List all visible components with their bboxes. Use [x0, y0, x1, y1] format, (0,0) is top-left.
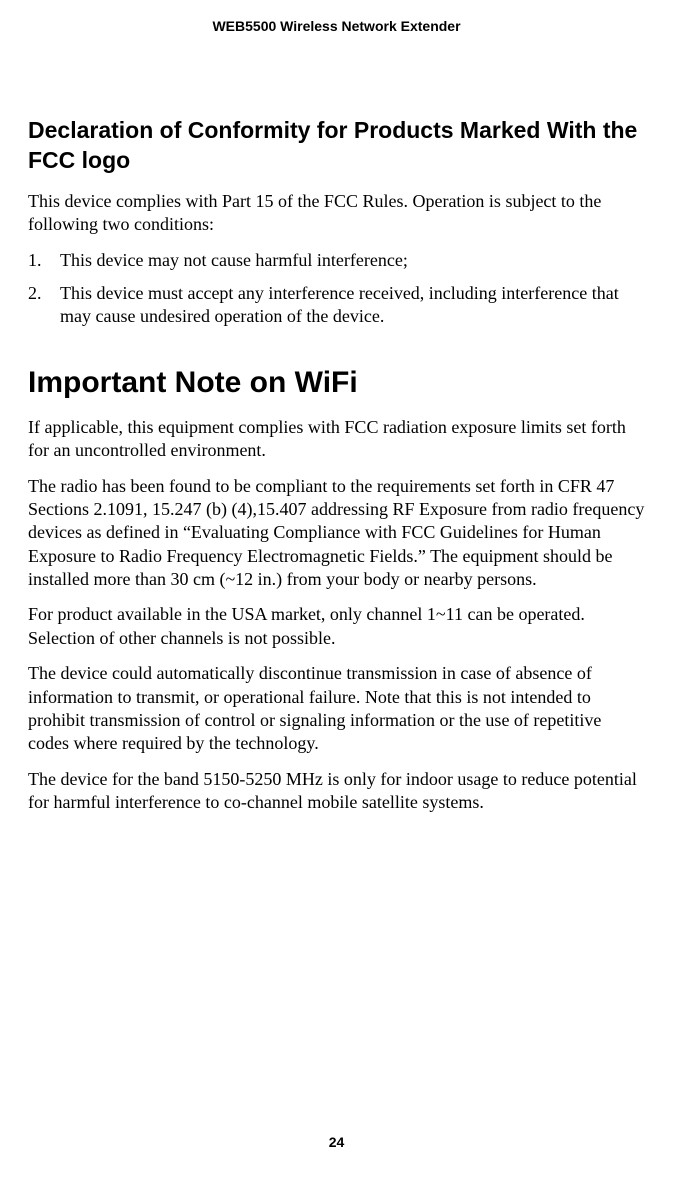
header-title: WEB5500 Wireless Network Extender	[212, 18, 460, 34]
section1-intro: This device complies with Part 15 of the…	[28, 190, 645, 237]
page-header: WEB5500 Wireless Network Extender	[28, 18, 645, 34]
section1-list: This device may not cause harmful interf…	[28, 249, 645, 329]
list-item: This device must accept any interference…	[28, 282, 645, 329]
section2-paragraph: For product available in the USA market,…	[28, 603, 645, 650]
list-item: This device may not cause harmful interf…	[28, 249, 645, 272]
page-number-value: 24	[329, 1134, 345, 1150]
section2-paragraph: The device could automatically discontin…	[28, 662, 645, 756]
section2-paragraph: The radio has been found to be compliant…	[28, 475, 645, 592]
section1-heading: Declaration of Conformity for Products M…	[28, 116, 645, 176]
section2-paragraph: If applicable, this equipment complies w…	[28, 416, 645, 463]
page-number: 24	[0, 1134, 673, 1150]
section2-paragraph: The device for the band 5150-5250 MHz is…	[28, 768, 645, 815]
section2-heading: Important Note on WiFi	[28, 363, 645, 402]
